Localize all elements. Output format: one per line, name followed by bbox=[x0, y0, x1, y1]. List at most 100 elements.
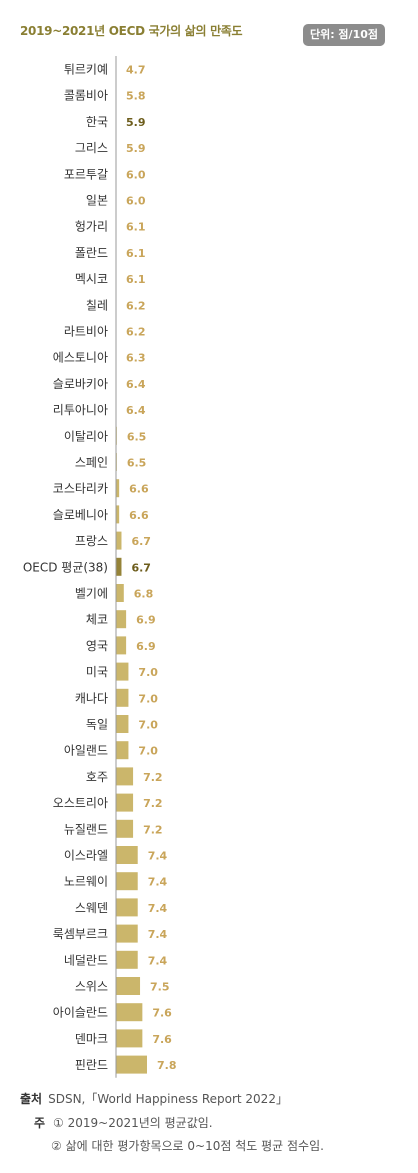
category-label: 네덜란드 bbox=[64, 953, 108, 967]
category-label: 스페인 bbox=[75, 456, 108, 470]
bar-chart: 튀르키예 4.7 콜롬비아 5.8 한국 5.9 그리스 5.9 포르투갈 6.0 일본 6.0 헝가리… bbox=[23, 56, 177, 1078]
category-label: OECD 평균(38) bbox=[23, 560, 108, 574]
category-label: 아이슬란드 bbox=[53, 1006, 108, 1020]
value-label: 7.5 bbox=[150, 981, 170, 994]
category-label: 호주 bbox=[86, 770, 108, 784]
category-label: 코스타리카 bbox=[53, 482, 108, 496]
bar bbox=[116, 636, 127, 655]
bar bbox=[116, 872, 138, 891]
category-label: 독일 bbox=[86, 718, 108, 732]
value-label: 7.0 bbox=[138, 719, 158, 732]
value-label: 7.8 bbox=[157, 1059, 177, 1072]
value-label: 7.4 bbox=[148, 902, 168, 915]
value-label: 7.0 bbox=[138, 745, 158, 758]
category-label: 한국 bbox=[86, 115, 108, 129]
footnote-2: ② 삶에 대한 평가항목으로 0~10점 척도 평균 점수임. bbox=[51, 1139, 324, 1153]
value-label: 5.9 bbox=[126, 142, 146, 155]
bar bbox=[116, 584, 124, 602]
source-label: 출처 bbox=[20, 1092, 43, 1106]
bar bbox=[116, 950, 138, 969]
bar bbox=[116, 557, 122, 576]
category-label: 헝가리 bbox=[75, 220, 108, 234]
value-label: 7.2 bbox=[143, 797, 163, 810]
value-label: 7.6 bbox=[152, 1007, 172, 1020]
value-label: 6.0 bbox=[126, 168, 146, 181]
category-label: 리투아니아 bbox=[53, 403, 108, 417]
value-label: 6.9 bbox=[136, 640, 156, 653]
category-label: 그리스 bbox=[75, 141, 108, 155]
bar bbox=[116, 505, 120, 524]
value-label: 7.2 bbox=[143, 823, 163, 836]
category-label: 프랑스 bbox=[75, 534, 108, 548]
value-label: 5.8 bbox=[126, 90, 146, 103]
unit-badge: 단위: 점/10점 bbox=[303, 24, 385, 46]
bar bbox=[116, 793, 134, 812]
value-label: 6.0 bbox=[126, 195, 146, 208]
value-label: 7.4 bbox=[148, 928, 168, 941]
bar bbox=[116, 846, 138, 864]
category-label: 포르투갈 bbox=[64, 167, 108, 181]
category-label: 콜롬비아 bbox=[64, 89, 108, 103]
category-label: 오스트리아 bbox=[53, 796, 108, 810]
category-label: 영국 bbox=[86, 639, 108, 653]
value-label: 7.6 bbox=[152, 1033, 172, 1046]
category-label: 슬로베니아 bbox=[53, 508, 108, 522]
category-label: 미국 bbox=[86, 665, 108, 679]
category-label: 룩셈부르크 bbox=[53, 927, 108, 941]
value-label: 6.7 bbox=[131, 535, 151, 548]
value-label: 6.6 bbox=[129, 509, 149, 522]
category-label: 튀르키예 bbox=[64, 63, 108, 77]
value-label: 7.0 bbox=[138, 666, 158, 679]
source-note: 출처 SDSN,「World Happiness Report 2022」 bbox=[20, 1090, 288, 1107]
value-label: 7.2 bbox=[143, 771, 163, 784]
value-label: 4.7 bbox=[126, 64, 146, 77]
bar bbox=[116, 1029, 143, 1048]
value-label: 6.4 bbox=[126, 378, 146, 391]
value-label: 6.1 bbox=[126, 221, 146, 234]
source-text: SDSN,「World Happiness Report 2022」 bbox=[48, 1092, 288, 1106]
value-label: 6.3 bbox=[126, 352, 146, 365]
category-label: 일본 bbox=[86, 194, 108, 208]
category-label: 에스토니아 bbox=[53, 351, 108, 365]
bar bbox=[116, 715, 129, 733]
value-label: 7.4 bbox=[148, 954, 168, 967]
value-label: 7.4 bbox=[148, 876, 168, 889]
value-label: 6.6 bbox=[129, 483, 149, 496]
category-label: 스위스 bbox=[75, 980, 108, 994]
bar bbox=[116, 924, 138, 943]
value-label: 6.9 bbox=[136, 614, 156, 627]
value-label: 6.1 bbox=[126, 247, 146, 260]
category-label: 핀란드 bbox=[75, 1058, 108, 1072]
value-label: 6.5 bbox=[127, 457, 147, 470]
value-label: 6.2 bbox=[126, 326, 146, 339]
value-label: 5.9 bbox=[126, 116, 146, 129]
category-label: 캐나다 bbox=[75, 691, 108, 705]
category-label: 덴마크 bbox=[75, 1032, 108, 1046]
value-label: 6.1 bbox=[126, 273, 146, 286]
category-label: 스웨덴 bbox=[75, 901, 108, 915]
category-label: 이탈리아 bbox=[64, 429, 108, 443]
category-label: 벨기에 bbox=[75, 587, 108, 601]
category-label: 노르웨이 bbox=[64, 875, 108, 889]
value-label: 6.2 bbox=[126, 299, 146, 312]
bar bbox=[116, 819, 134, 838]
note-label: 주 bbox=[34, 1116, 46, 1130]
category-label: 칠레 bbox=[86, 298, 108, 312]
bar bbox=[116, 898, 138, 917]
value-label: 6.8 bbox=[134, 588, 154, 601]
bar bbox=[116, 610, 127, 629]
value-label: 6.7 bbox=[131, 561, 151, 574]
chart-title: 2019~2021년 OECD 국가의 삶의 만족도 bbox=[20, 24, 243, 38]
bar bbox=[116, 479, 120, 498]
value-label: 6.5 bbox=[127, 430, 147, 443]
category-label: 뉴질랜드 bbox=[64, 822, 108, 836]
bar bbox=[116, 662, 129, 681]
category-label: 폴란드 bbox=[75, 246, 108, 260]
bar bbox=[116, 741, 129, 760]
category-label: 이스라엘 bbox=[64, 849, 108, 863]
bar bbox=[116, 977, 141, 995]
bar bbox=[116, 767, 134, 786]
bar bbox=[116, 1055, 147, 1074]
bar bbox=[116, 531, 122, 550]
value-label: 7.4 bbox=[148, 850, 168, 863]
